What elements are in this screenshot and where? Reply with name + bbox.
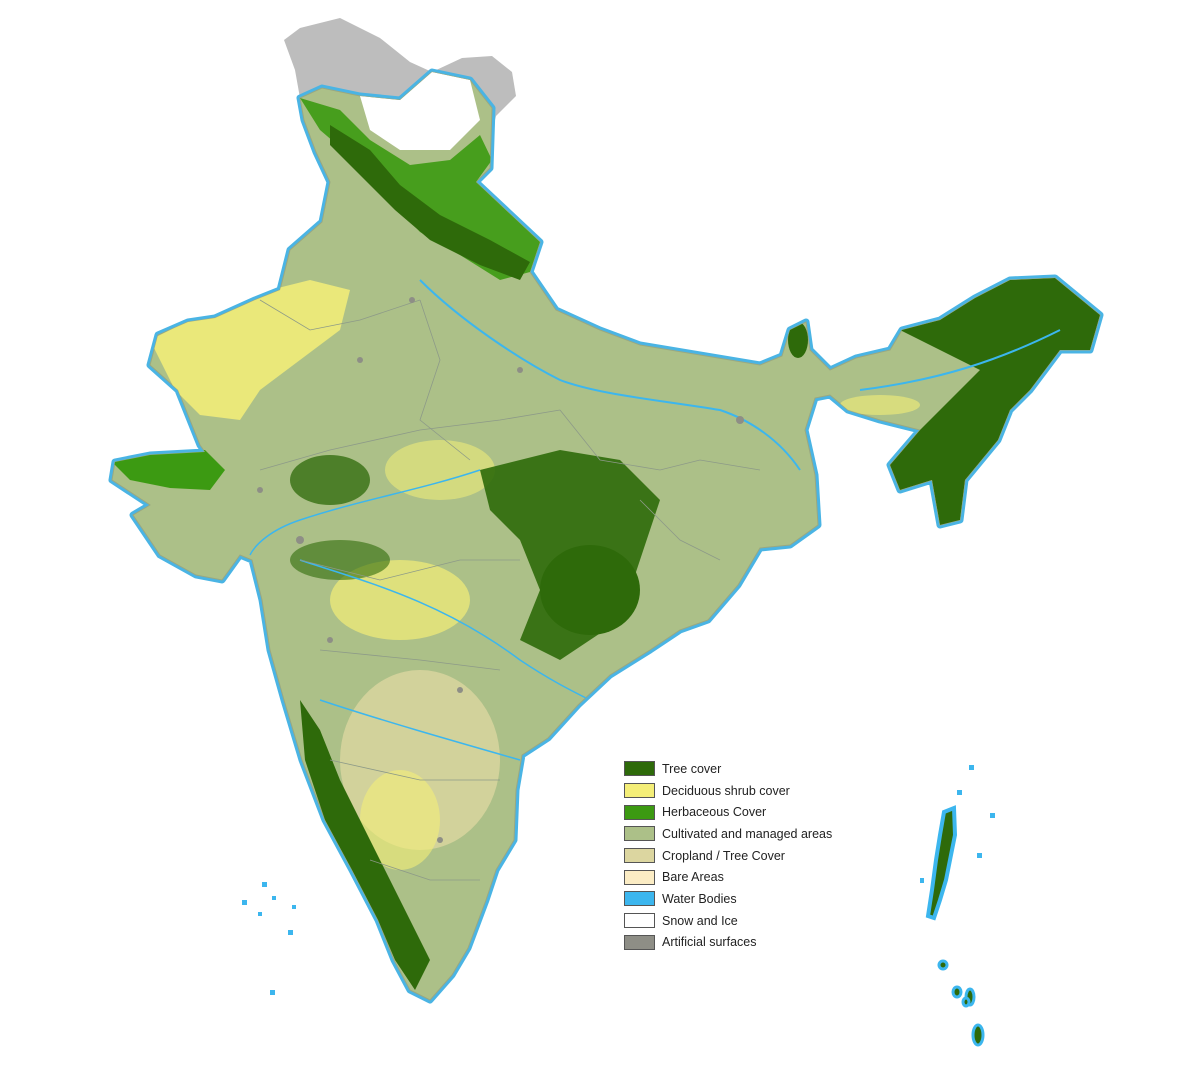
central-shrub-2 bbox=[385, 440, 495, 500]
snow-ice-area bbox=[360, 72, 480, 150]
urban-areas bbox=[257, 297, 744, 843]
legend-item-snow-ice: Snow and Ice bbox=[624, 910, 874, 932]
vindhya-forest bbox=[290, 455, 370, 505]
legend-swatch bbox=[624, 934, 655, 950]
western-ghats-forest bbox=[300, 700, 430, 990]
legend-item-artificial: Artificial surfaces bbox=[624, 932, 874, 954]
himalayan-tree-cover bbox=[330, 125, 530, 280]
legend-swatch bbox=[624, 891, 655, 907]
legend-label: Deciduous shrub cover bbox=[662, 783, 790, 798]
legend-item-cultivated: Cultivated and managed areas bbox=[624, 823, 874, 845]
himalayan-forest bbox=[300, 98, 540, 280]
sikkim-forest bbox=[788, 322, 808, 358]
lakshadweep-islands bbox=[242, 882, 296, 995]
legend-label: Tree cover bbox=[662, 761, 722, 776]
northeast-shrub bbox=[840, 395, 920, 415]
disputed-region-north bbox=[284, 18, 432, 100]
legend-swatch bbox=[624, 913, 655, 929]
chhattisgarh-forest bbox=[540, 545, 640, 635]
legend-label: Bare Areas bbox=[662, 870, 724, 885]
legend-item-bare-areas: Bare Areas bbox=[624, 866, 874, 888]
western-shrub bbox=[150, 280, 350, 420]
legend-item-water-bodies: Water Bodies bbox=[624, 888, 874, 910]
narmada-river bbox=[249, 469, 481, 556]
kutch-herbaceous bbox=[112, 450, 225, 490]
legend-label: Snow and Ice bbox=[662, 913, 738, 928]
legend-swatch bbox=[624, 848, 655, 864]
andaman-nicobar-islands bbox=[920, 765, 995, 1047]
state-borders bbox=[259, 299, 761, 881]
legend-item-herbaceous: Herbaceous Cover bbox=[624, 801, 874, 823]
satpura-forest bbox=[290, 540, 390, 580]
legend-swatch bbox=[624, 804, 655, 820]
legend-swatch bbox=[624, 869, 655, 885]
legend-item-cropland: Cropland / Tree Cover bbox=[624, 845, 874, 867]
central-shrub-1 bbox=[330, 560, 470, 640]
legend-swatch bbox=[624, 826, 655, 842]
legend-label: Cultivated and managed areas bbox=[662, 826, 833, 841]
godavari-river bbox=[299, 559, 591, 701]
legend-label: Cropland / Tree Cover bbox=[662, 848, 785, 863]
legend-item-tree-cover: Tree cover bbox=[624, 758, 874, 780]
legend-swatch bbox=[624, 783, 655, 799]
krishna-river bbox=[319, 699, 521, 761]
legend-item-deciduous-shrub: Deciduous shrub cover bbox=[624, 780, 874, 802]
brahmaputra-river bbox=[859, 329, 1061, 391]
northeast-tree-cover bbox=[890, 278, 1100, 525]
legend-label: Artificial surfaces bbox=[662, 935, 757, 950]
legend-swatch bbox=[624, 761, 655, 777]
ganges-river bbox=[419, 279, 801, 471]
legend-label: Herbaceous Cover bbox=[662, 805, 767, 820]
southern-shrub bbox=[360, 770, 440, 870]
legend-label: Water Bodies bbox=[662, 891, 737, 906]
map-legend: Tree cover Deciduous shrub cover Herbace… bbox=[624, 758, 874, 953]
